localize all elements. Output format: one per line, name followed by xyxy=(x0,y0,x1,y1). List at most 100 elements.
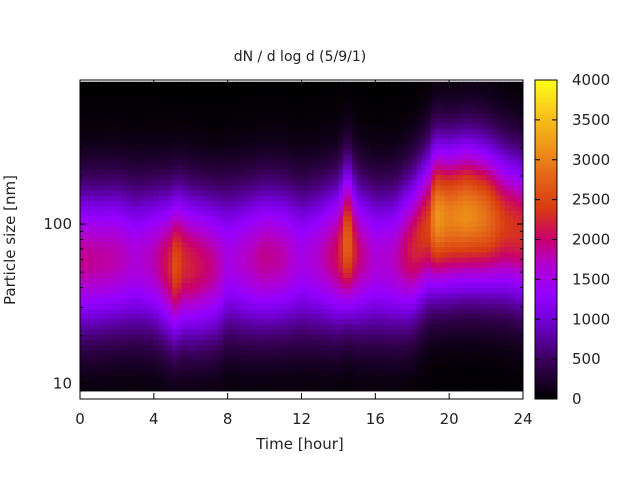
heatmap-cell xyxy=(227,298,233,304)
heatmap-cell xyxy=(241,318,247,325)
heatmap-cell xyxy=(195,174,201,181)
heatmap-cell xyxy=(338,380,344,387)
heatmap-cell xyxy=(426,200,432,206)
heatmap-cell xyxy=(269,81,275,88)
heatmap-cell xyxy=(416,184,423,191)
heatmap-cell xyxy=(278,159,284,165)
heatmap-cell xyxy=(116,117,123,124)
heatmap-cell xyxy=(259,92,266,98)
heatmap-cell xyxy=(430,303,436,310)
heatmap-cell xyxy=(278,92,284,98)
heatmap-cell xyxy=(167,189,173,196)
heatmap-cell xyxy=(319,236,326,243)
heatmap-cell xyxy=(407,339,413,346)
heatmap-cell xyxy=(199,256,206,263)
heatmap-cell xyxy=(278,189,284,196)
heatmap-cell xyxy=(149,375,155,382)
heatmap-cell xyxy=(126,251,132,258)
heatmap-cell xyxy=(393,349,399,356)
heatmap-cell xyxy=(463,375,469,382)
heatmap-cell xyxy=(158,148,164,155)
heatmap-cell xyxy=(384,205,390,212)
heatmap-cell xyxy=(439,117,446,124)
heatmap-cell xyxy=(384,277,390,284)
heatmap-cell xyxy=(250,359,256,366)
heatmap-cell xyxy=(246,107,252,114)
heatmap-cell xyxy=(356,122,363,129)
heatmap-cell xyxy=(218,225,224,232)
heatmap-cell xyxy=(93,267,100,273)
heatmap-cell xyxy=(273,179,280,186)
heatmap-cell xyxy=(292,323,298,330)
heatmap-cell xyxy=(259,210,266,217)
heatmap-cell xyxy=(121,334,127,340)
heatmap-cell xyxy=(296,329,303,335)
heatmap-cell xyxy=(343,153,349,160)
heatmap-cell xyxy=(116,122,123,129)
heatmap-cell xyxy=(116,143,123,150)
heatmap-cell xyxy=(315,205,321,212)
heatmap-cell xyxy=(195,92,201,98)
heatmap-cell xyxy=(269,107,275,114)
heatmap-cell xyxy=(80,210,86,217)
heatmap-cell xyxy=(269,153,275,160)
heatmap-cell xyxy=(241,174,247,181)
heatmap-cell xyxy=(236,97,243,103)
heatmap-cell xyxy=(416,133,423,140)
heatmap-cell xyxy=(319,308,326,315)
heatmap-cell xyxy=(236,102,243,109)
heatmap-cell xyxy=(121,323,127,330)
heatmap-cell xyxy=(195,334,201,340)
heatmap-cell xyxy=(338,365,344,371)
heatmap-cell xyxy=(426,365,432,371)
heatmap-cell xyxy=(296,282,303,289)
heatmap-cell xyxy=(84,153,90,160)
heatmap-cell xyxy=(130,169,136,176)
heatmap-cell xyxy=(204,359,210,366)
heatmap-cell xyxy=(195,365,201,371)
heatmap-cell xyxy=(310,241,316,248)
heatmap-cell xyxy=(89,112,95,119)
heatmap-cell xyxy=(218,313,224,320)
heatmap-cell xyxy=(296,344,303,351)
heatmap-cell xyxy=(287,246,293,253)
heatmap-cell xyxy=(93,220,100,227)
heatmap-cell xyxy=(190,159,196,165)
heatmap-cell xyxy=(103,308,109,315)
heatmap-cell xyxy=(458,169,464,176)
heatmap-cell xyxy=(103,339,109,346)
heatmap-cell xyxy=(329,303,335,310)
heatmap-cell xyxy=(103,112,109,119)
heatmap-cell xyxy=(333,323,340,330)
heatmap-cell xyxy=(301,225,307,232)
heatmap-cell xyxy=(149,318,155,325)
heatmap-cell xyxy=(366,323,372,330)
heatmap-cell xyxy=(366,153,372,160)
heatmap-cell xyxy=(315,184,321,191)
heatmap-cell xyxy=(232,354,238,361)
heatmap-cell xyxy=(324,195,330,201)
heatmap-cell xyxy=(190,282,196,289)
heatmap-cell xyxy=(324,287,330,294)
heatmap-cell xyxy=(453,117,459,124)
heatmap-cell xyxy=(375,354,381,361)
heatmap-cell xyxy=(343,318,349,325)
heatmap-cell xyxy=(204,370,210,376)
heatmap-cell xyxy=(241,292,247,299)
heatmap-cell xyxy=(107,128,113,134)
heatmap-cell xyxy=(121,292,127,299)
heatmap-cell xyxy=(144,385,150,392)
heatmap-cell xyxy=(301,117,307,124)
heatmap-cell xyxy=(416,385,423,392)
heatmap-cell xyxy=(273,236,280,243)
heatmap-cell xyxy=(273,385,280,392)
heatmap-cell xyxy=(167,267,173,273)
heatmap-cell xyxy=(163,385,169,392)
heatmap-cell xyxy=(375,102,381,109)
heatmap-cell xyxy=(176,246,183,253)
heatmap-cell xyxy=(296,272,303,279)
heatmap-cell xyxy=(306,210,312,217)
heatmap-cell xyxy=(172,246,178,253)
heatmap-cell xyxy=(158,164,164,170)
heatmap-cell xyxy=(232,179,238,186)
